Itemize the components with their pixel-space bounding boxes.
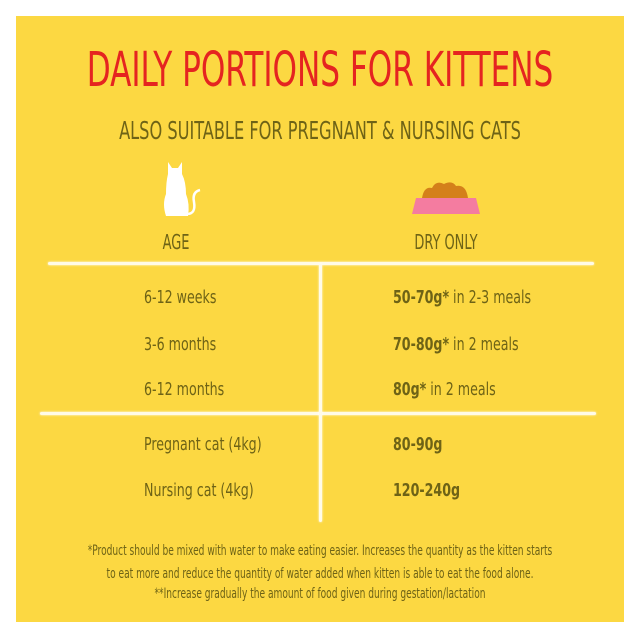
- amount-cell: 50-70g* in 2-3 meals: [393, 287, 532, 308]
- subtitle: ALSO SUITABLE FOR PREGNANT & NURSING CAT…: [119, 116, 521, 145]
- page-title: DAILY PORTIONS FOR KITTENS: [86, 42, 554, 98]
- amount-cell: 80-90g: [393, 434, 443, 455]
- age-cell: Nursing cat (4kg): [144, 480, 254, 501]
- section-divider: [40, 412, 596, 415]
- footnote: to eat more and reduce the quantity of w…: [106, 566, 534, 582]
- food-bowl-icon: [412, 182, 480, 214]
- header-age: AGE: [162, 230, 190, 254]
- age-cell: 6-12 weeks: [144, 287, 217, 308]
- column-divider: [319, 264, 322, 522]
- footnote: *Product should be mixed with water to m…: [87, 543, 553, 559]
- age-cell: 6-12 months: [144, 379, 225, 400]
- amount-cell: 70-80g* in 2 meals: [393, 334, 519, 355]
- footnote: **Increase gradually the amount of food …: [154, 586, 486, 602]
- cat-icon: [164, 162, 201, 216]
- age-cell: 3-6 months: [144, 334, 217, 355]
- header-divider: [48, 262, 594, 265]
- header-dry-only: DRY ONLY: [414, 230, 478, 254]
- amount-cell: 120-240g: [393, 480, 461, 501]
- amount-cell: 80g* in 2 meals: [393, 379, 496, 400]
- age-cell: Pregnant cat (4kg): [144, 434, 262, 455]
